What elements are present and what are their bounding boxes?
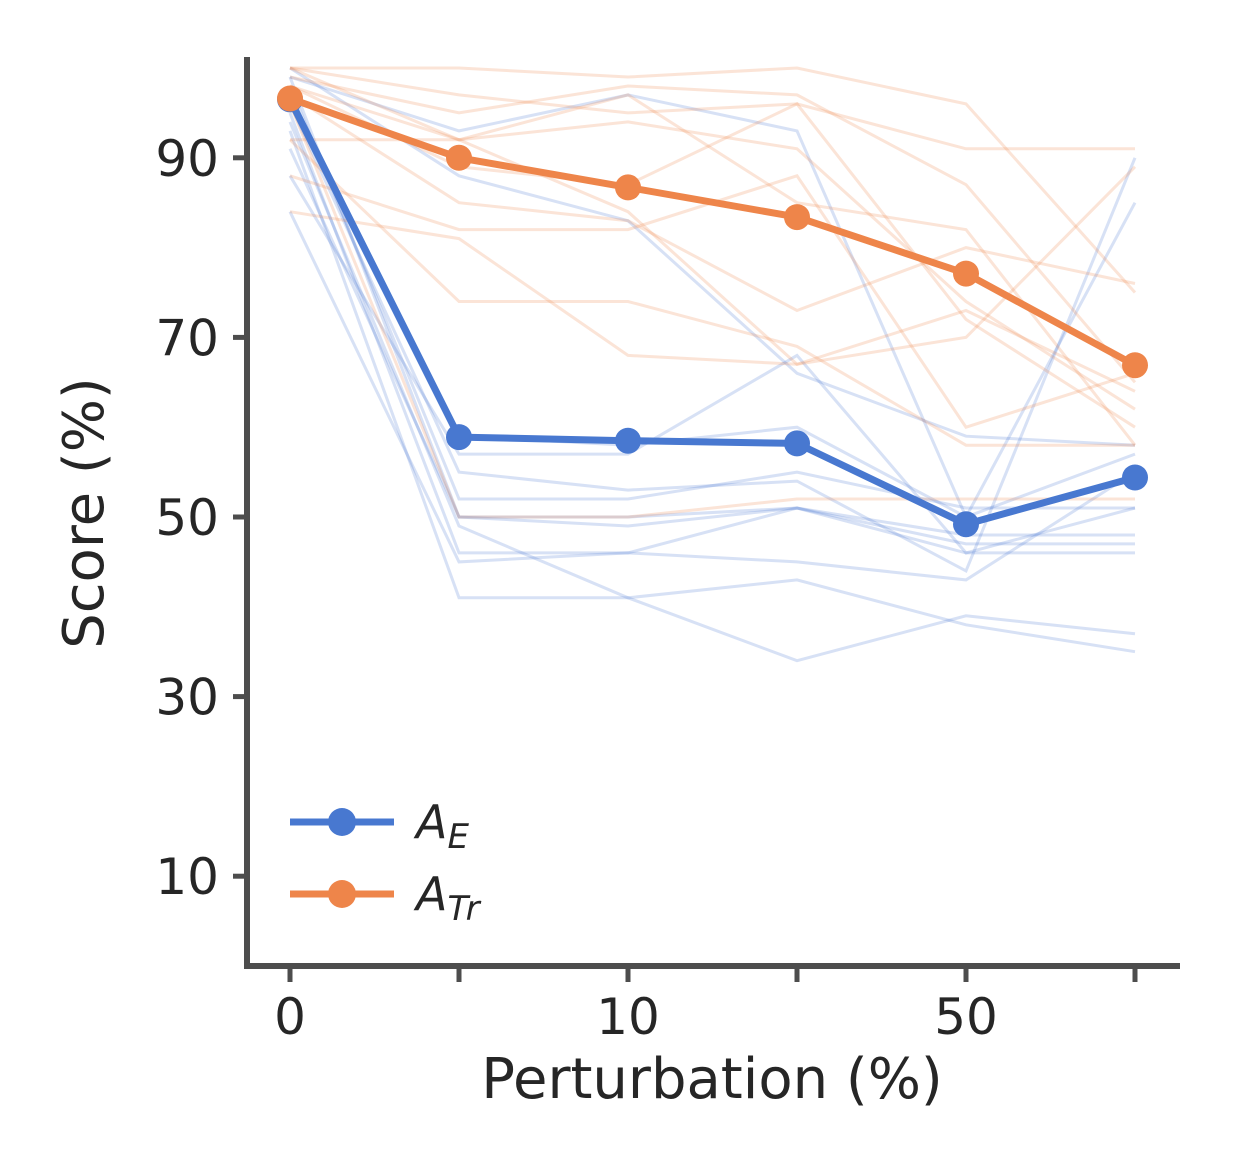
x-tick-label-0: 0 — [274, 988, 306, 1046]
bg-line-atr-3 — [289, 84, 1137, 447]
legend-marker-ae — [328, 808, 356, 836]
bg-line-atr-1 — [289, 66, 1135, 151]
y-tick-label-10: 10 — [155, 848, 219, 906]
bg-line-ae-7 — [288, 148, 1135, 537]
bg-line-ae-10 — [289, 66, 1136, 447]
bg-line-atr-7 — [289, 174, 1136, 429]
bg-line-atr-10 — [288, 103, 1135, 519]
point-ae-4 — [953, 511, 979, 538]
bg-line-ae-5 — [288, 121, 1136, 663]
y-tick-label-30: 30 — [155, 669, 219, 727]
bg-line-atr-2 — [289, 75, 1137, 384]
y-axis-title: Score (%) — [52, 377, 117, 649]
legend-marker-atr — [328, 880, 356, 908]
bg-line-ae-2 — [288, 94, 1137, 520]
legend: AE ATr — [290, 795, 482, 929]
bg-line-ae-1 — [288, 85, 1135, 510]
bg-line-atr-4 — [289, 66, 1136, 411]
point-atr-3 — [784, 204, 810, 231]
bg-line-atr-9 — [288, 138, 1135, 447]
axes — [244, 57, 1180, 969]
point-atr-1 — [446, 144, 472, 171]
point-atr-4 — [953, 260, 979, 287]
y-tick-label-50: 50 — [155, 489, 219, 547]
bg-line-atr-11 — [289, 84, 1136, 429]
series-line-ae — [286, 97, 1136, 528]
y-tick-label-90: 90 — [155, 130, 219, 188]
legend-label-atr: ATr — [413, 867, 482, 929]
bg-line-ae-8 — [288, 175, 1136, 555]
x-tick-label-4: 50 — [934, 988, 998, 1046]
bg-line-ae-6 — [288, 130, 1136, 654]
point-atr-5 — [1122, 352, 1148, 379]
y-ticks: 10 30 50 70 90 — [155, 130, 247, 906]
bg-line-atr-8 — [289, 210, 1136, 393]
bg-line-atr-6 — [290, 138, 1137, 366]
bg-line-ae-11 — [289, 75, 1136, 519]
bg-line-ae-4 — [288, 112, 1135, 555]
bg-line-atr-5 — [289, 93, 1136, 313]
x-axis-title: Perturbation (%) — [481, 1047, 943, 1112]
series-line-atr — [288, 95, 1137, 369]
point-atr-0 — [277, 85, 303, 112]
bg-line-ae-9 — [288, 211, 1136, 582]
point-ae-1 — [446, 424, 472, 451]
bg-line-atr-0 — [290, 66, 1137, 294]
legend-label-ae: AE — [413, 795, 469, 857]
mean-series-lines — [277, 85, 1148, 538]
background-run-lines — [288, 66, 1137, 663]
point-ae-5 — [1122, 464, 1148, 491]
bg-line-ae-0 — [288, 76, 1135, 546]
point-atr-2 — [615, 174, 641, 201]
y-tick-label-70: 70 — [155, 309, 219, 367]
x-ticks: 0 10 50 — [274, 966, 1138, 1046]
x-tick-label-2: 10 — [596, 988, 660, 1046]
point-ae-3 — [784, 430, 810, 457]
bg-line-ae-3 — [288, 103, 1137, 574]
point-ae-2 — [615, 427, 641, 454]
